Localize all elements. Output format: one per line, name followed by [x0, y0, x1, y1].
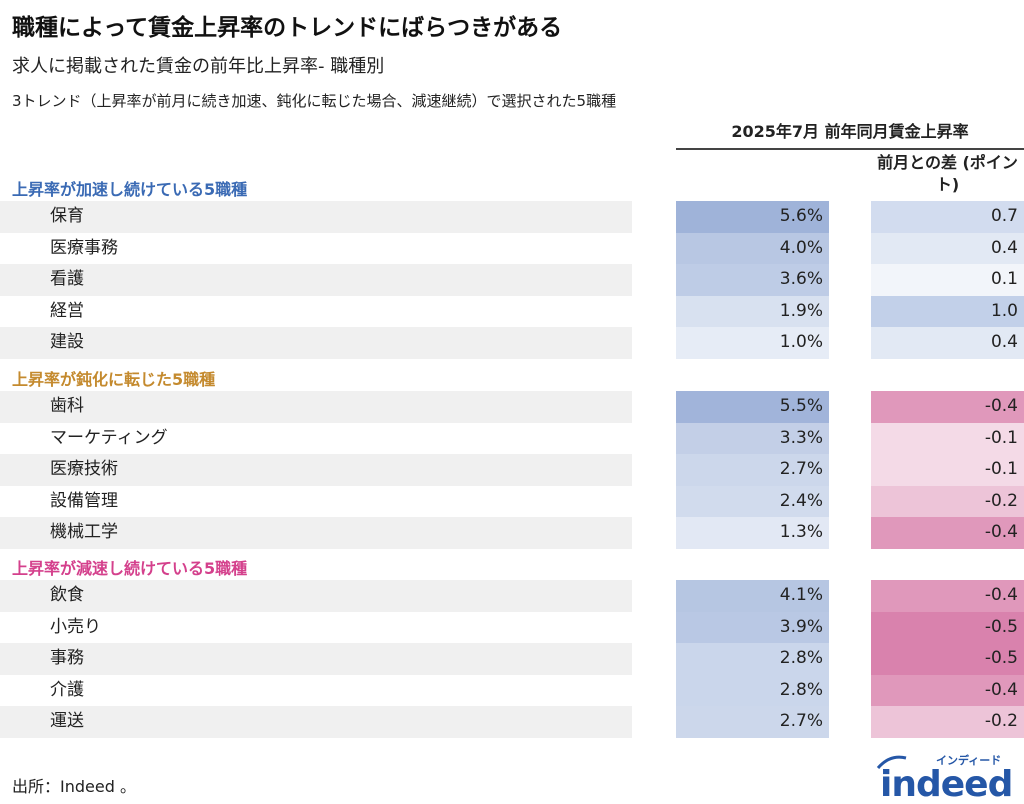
rate-cell: 1.3%	[676, 517, 829, 549]
diff-cell: -0.1	[871, 454, 1024, 486]
diff-cell: -0.2	[871, 485, 1024, 518]
chart-subtitle: 求人に掲載された賃金の前年比上昇率- 職種別	[12, 56, 385, 77]
table-row: 経営 1.9% 1.0	[0, 295, 1024, 328]
table-row: 建設 1.0% 0.4	[0, 327, 1024, 359]
occupation-label: 医療事務	[0, 232, 632, 265]
occupation-label: 設備管理	[0, 485, 632, 518]
diff-cell: -0.1	[871, 422, 1024, 455]
rate-cell: 1.0%	[676, 327, 829, 359]
rate-cell: 2.4%	[676, 485, 829, 518]
diff-cell: 0.7	[871, 201, 1024, 233]
diff-cell: -0.4	[871, 391, 1024, 423]
rate-cell: 2.7%	[676, 706, 829, 738]
table-row: 機械工学 1.3% -0.4	[0, 517, 1024, 549]
rate-cell: 2.8%	[676, 643, 829, 675]
source-note: 出所：Indeed 。	[12, 777, 136, 796]
occupation-label: 保育	[0, 201, 632, 233]
diff-cell: -0.5	[871, 643, 1024, 675]
rate-cell: 4.0%	[676, 232, 829, 265]
rate-cell: 1.9%	[676, 295, 829, 328]
table-row: 運送 2.7% -0.2	[0, 706, 1024, 738]
group-label: 上昇率が鈍化に転じた5職種	[12, 370, 216, 389]
table-row: 事務 2.8% -0.5	[0, 643, 1024, 675]
table-row: 看護 3.6% 0.1	[0, 264, 1024, 296]
diff-cell: -0.4	[871, 517, 1024, 549]
table-row: 保育 5.6% 0.7	[0, 201, 1024, 233]
svg-text:indeed: indeed	[880, 764, 1012, 800]
table-row: 歯科 5.5% -0.4	[0, 391, 1024, 423]
rate-cell: 3.3%	[676, 422, 829, 455]
occupation-label: 飲食	[0, 580, 632, 612]
chart-note: 3トレンド（上昇率が前月に続き加速、鈍化に転じた場合、減速継続）で選択された5職…	[12, 92, 617, 110]
occupation-label: 事務	[0, 643, 632, 675]
rate-cell: 3.6%	[676, 264, 829, 296]
table-row: 医療事務 4.0% 0.4	[0, 232, 1024, 265]
diff-cell: -0.4	[871, 580, 1024, 612]
chart-title: 職種によって賃金上昇率のトレンドにばらつきがある	[12, 15, 563, 41]
group-label: 上昇率が加速し続けている5職種	[12, 180, 248, 199]
svg-text:インディード: インディード	[936, 753, 1001, 767]
diff-cell: -0.5	[871, 611, 1024, 644]
diff-cell: -0.2	[871, 706, 1024, 738]
diff-cell: 1.0	[871, 295, 1024, 328]
rate-cell: 2.8%	[676, 674, 829, 707]
occupation-label: 医療技術	[0, 454, 632, 486]
rate-cell: 4.1%	[676, 580, 829, 612]
indeed-logo: インディード indeed	[876, 750, 1021, 804]
rate-column-header: 2025年7月 前年同月賃金上昇率	[676, 118, 1024, 150]
diff-cell: 0.1	[871, 264, 1024, 296]
group-label: 上昇率が減速し続けている5職種	[12, 559, 248, 578]
occupation-label: 経営	[0, 295, 632, 328]
diff-cell: 0.4	[871, 327, 1024, 359]
table-row: 医療技術 2.7% -0.1	[0, 454, 1024, 486]
table-row: 飲食 4.1% -0.4	[0, 580, 1024, 612]
occupation-label: 小売り	[0, 611, 632, 644]
rate-cell: 3.9%	[676, 611, 829, 644]
diff-column-header: 前月との差 (ポイント)	[877, 153, 1018, 194]
rate-cell: 2.7%	[676, 454, 829, 486]
occupation-label: マーケティング	[0, 422, 632, 455]
rate-cell: 5.5%	[676, 391, 829, 423]
occupation-label: 機械工学	[0, 517, 632, 549]
occupation-label: 歯科	[0, 391, 632, 423]
occupation-label: 介護	[0, 674, 632, 707]
table-row: マーケティング 3.3% -0.1	[0, 422, 1024, 455]
table-row: 設備管理 2.4% -0.2	[0, 485, 1024, 518]
table-row: 介護 2.8% -0.4	[0, 674, 1024, 707]
diff-cell: 0.4	[871, 232, 1024, 265]
table-row: 小売り 3.9% -0.5	[0, 611, 1024, 644]
diff-cell: -0.4	[871, 674, 1024, 707]
rate-cell: 5.6%	[676, 201, 829, 233]
occupation-label: 建設	[0, 327, 632, 359]
occupation-label: 看護	[0, 264, 632, 296]
occupation-label: 運送	[0, 706, 632, 738]
